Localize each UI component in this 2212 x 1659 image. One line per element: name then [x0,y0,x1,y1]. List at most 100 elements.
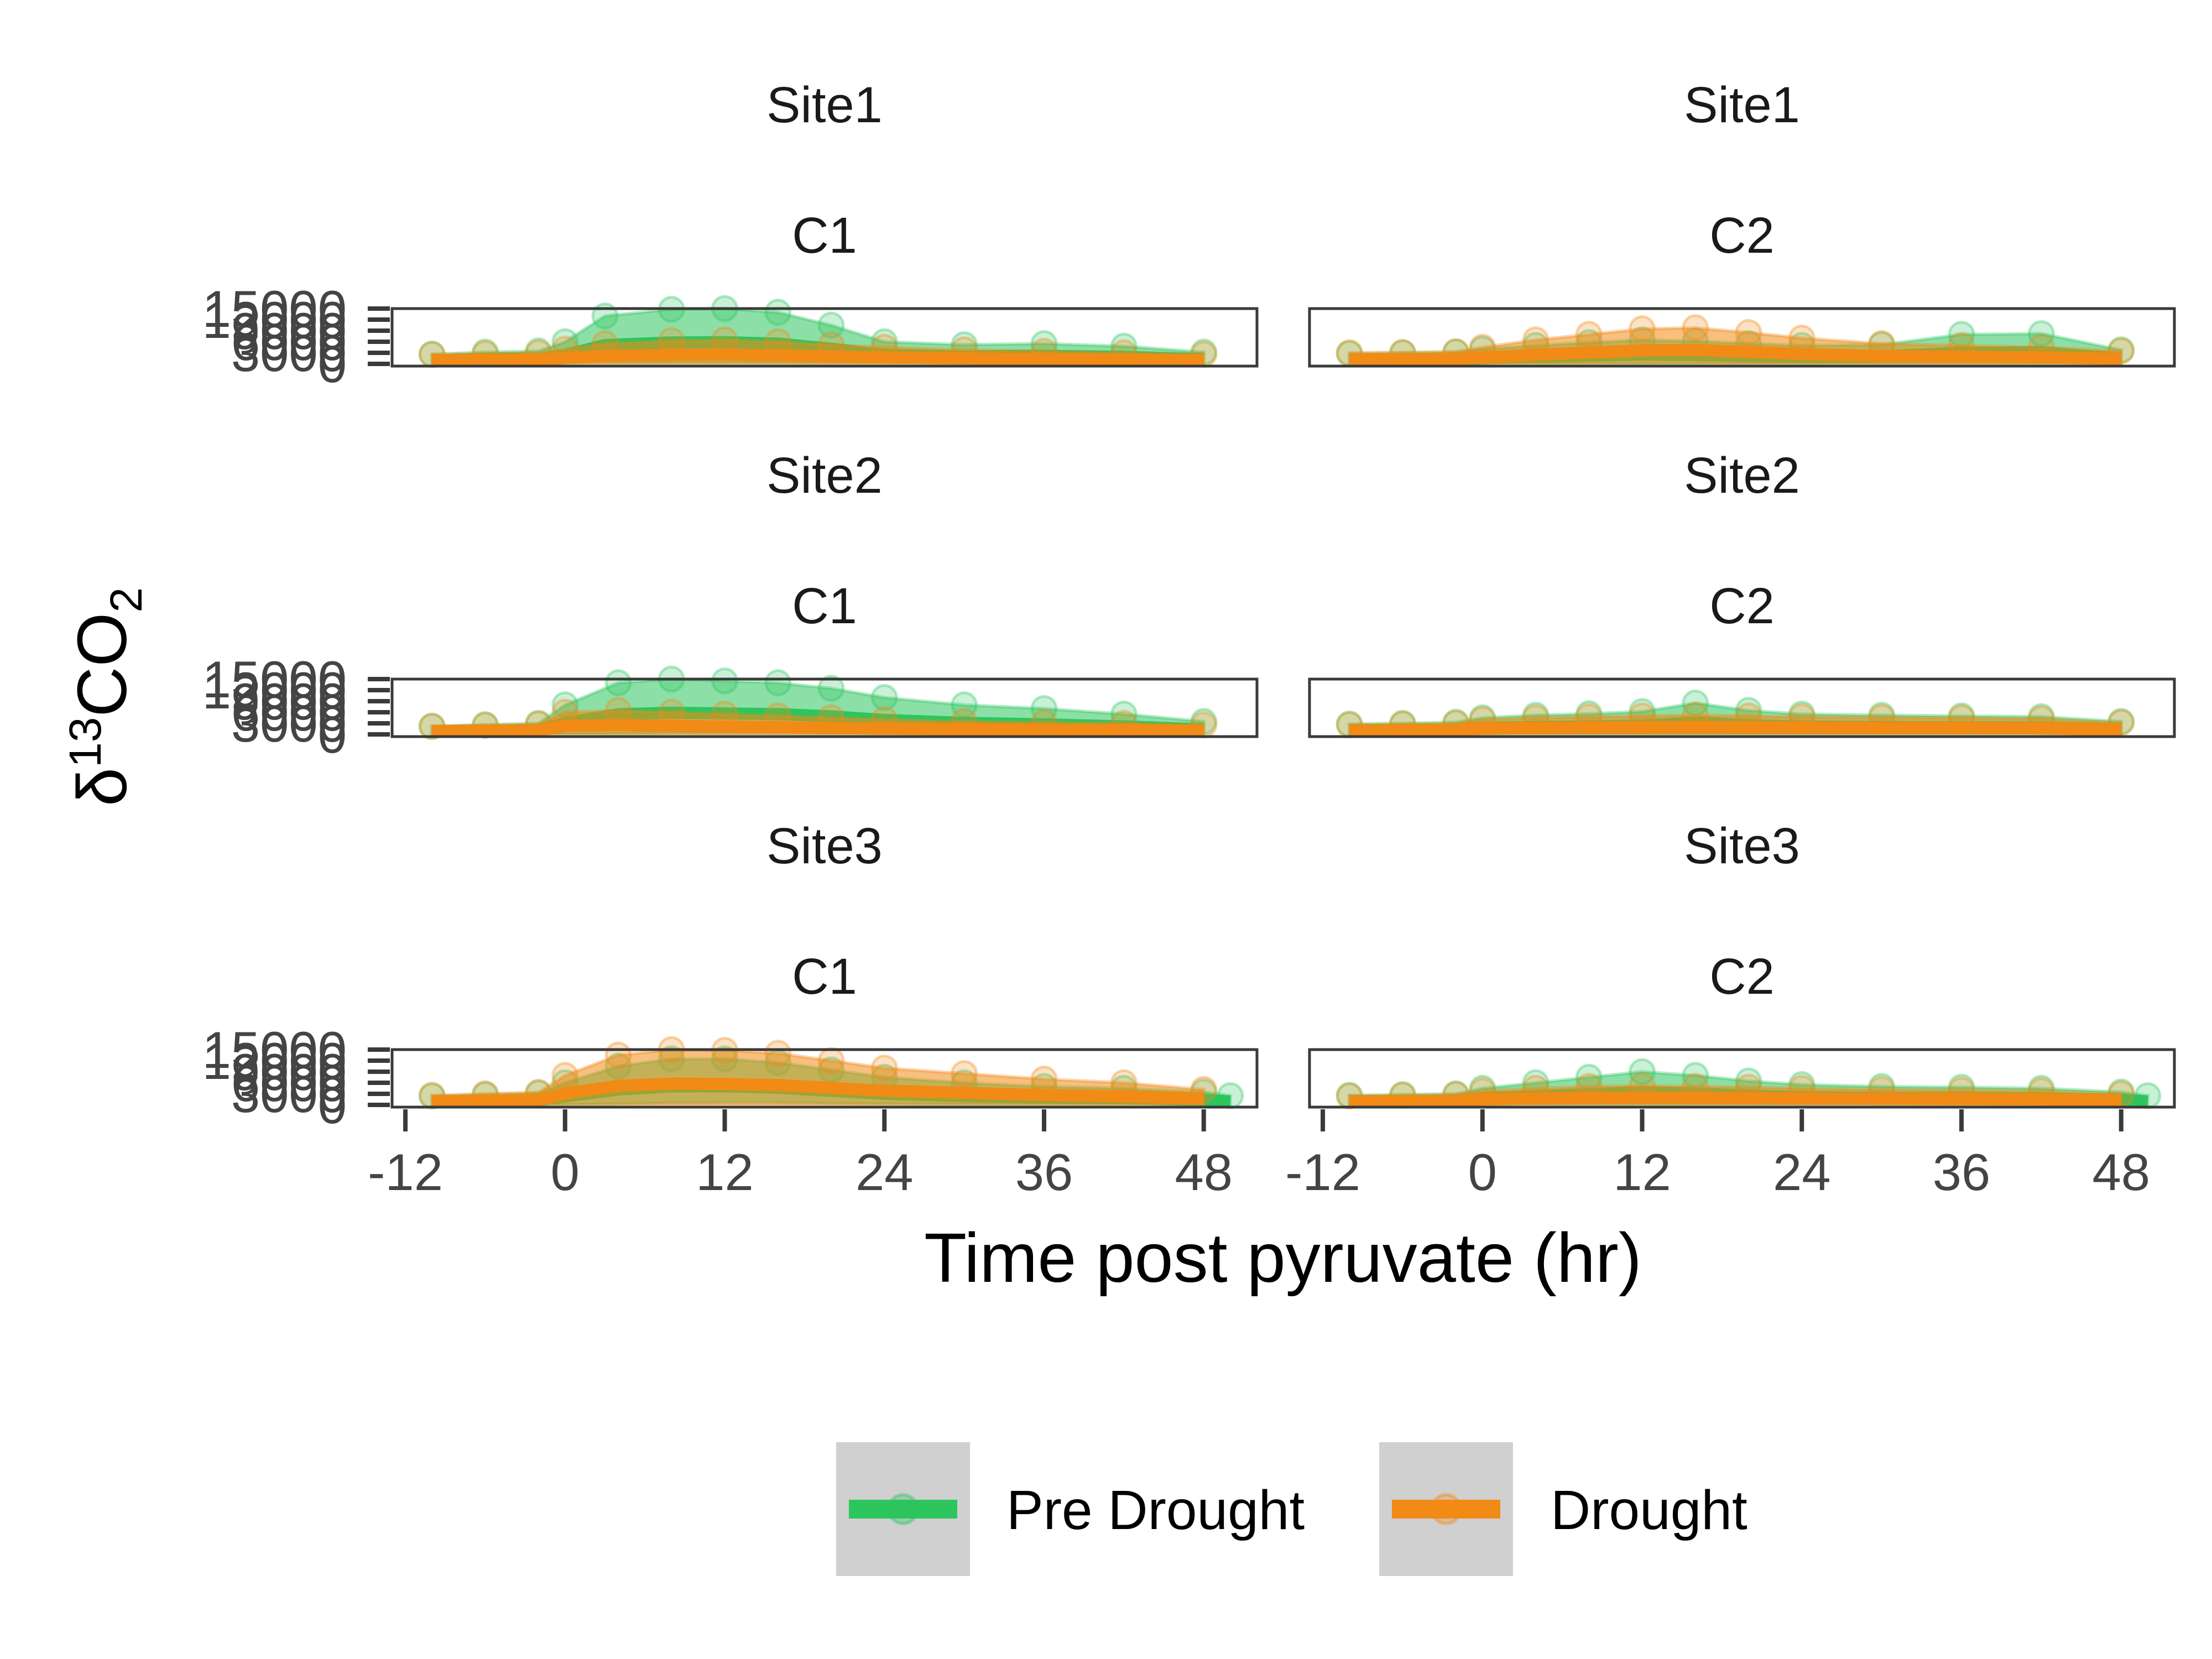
data-point [1575,321,1603,348]
panel-frame [1308,307,2176,368]
strip-label-site: Site2 [1684,447,1800,504]
data-point [2027,320,2055,347]
series-line [432,348,1204,367]
data-point [1629,1058,1656,1086]
x-tick-label: 24 [1773,1143,1831,1201]
data-point [604,669,632,697]
data-point [604,697,632,724]
x-tick-label: -12 [368,1143,443,1201]
legend-point-drought [1430,1493,1462,1525]
y-axis-title-prefix: δ [63,768,141,806]
x-tick-label: 12 [696,1143,754,1201]
series-line [1349,343,2121,366]
data-point [870,684,898,711]
y-tick-label: 9000 [231,302,347,360]
panel-frame [1308,677,2176,738]
data-point [711,667,739,695]
strip-label-site: Site1 [766,77,883,133]
y-tick-label: 12000 [202,291,347,349]
x-tick-label: 36 [1015,1143,1073,1201]
series-drought [1335,1072,2135,1110]
panel-site1-c2: Site1 C2 [1308,77,2176,368]
legend-label-pre-drought: Pre Drought [1006,1479,1305,1541]
strip-label-site: Site1 [1684,77,1800,133]
y-tick-label: 3000 [231,695,347,753]
panel-site2-c2: Site2 C2 [1308,447,2176,739]
series-line [432,1077,1204,1108]
panel-frame [390,677,1259,738]
x-axis-title: Time post pyruvate (hr) [924,1219,1642,1297]
y-axis-title-sup: 13 [60,717,111,768]
y-tick-label: 0 [318,706,347,764]
y-tick-label: 0 [318,1076,347,1134]
legend: Pre Drought Drought [836,1442,1747,1576]
data-point [870,1054,898,1082]
data-point [764,669,792,697]
data-point [764,1040,792,1067]
legend-label-drought: Drought [1551,1479,1747,1541]
data-point [1629,315,1656,343]
y-tick-label: 9000 [231,1043,347,1101]
data-point [1735,319,1762,346]
x-tick-label: 36 [1933,1143,1991,1201]
panel-site3-c2: Site3 C2 -12 0 12 24 36 48 [1285,818,2176,1201]
x-tick-label: 24 [855,1143,914,1201]
y-tick-label: 0 [318,335,347,393]
series-drought [418,326,1218,368]
y-tick-label: 6000 [231,1054,347,1112]
y-tick-label: 6000 [231,313,347,371]
y-tick-label: 15000 [202,280,347,338]
y-tick-label: 9000 [231,672,347,731]
series-drought [418,697,1218,740]
series-drought [418,1036,1218,1109]
series-drought [1335,314,2135,367]
panel-frame [390,307,1259,368]
y-axis-title: δ13CO2 [60,587,152,806]
y-tick-label: 15000 [202,650,347,708]
x-tick-label: 12 [1613,1143,1671,1201]
series-line [1349,1091,2121,1108]
strip-label-chamber: C1 [792,207,857,264]
data-point [1682,314,1709,342]
strip-label-site: Site2 [766,447,883,504]
y-tick-label: 12000 [202,661,347,719]
y-tick-label: 3000 [231,1065,347,1123]
x-tick-label: 48 [1175,1143,1233,1201]
series-line [1349,721,2121,737]
series-line [432,719,1204,738]
y-tick-label: 15000 [202,1021,347,1079]
strip-label-chamber: C1 [792,948,857,1005]
data-point [604,1041,632,1069]
svg-text:δ13CO2: δ13CO2 [60,587,152,806]
x-tick-label: -12 [1285,1143,1360,1201]
data-point [817,1047,845,1074]
strip-label-site: Site3 [766,818,883,874]
x-tick-label: 48 [2092,1143,2150,1201]
data-point [764,299,792,326]
x-tick-label: 0 [1468,1143,1497,1201]
y-axis-title-sub: 2 [101,587,152,613]
data-point [1788,324,1815,352]
data-point [711,326,739,354]
x-tick-label: 0 [551,1143,580,1201]
panel-frame [1308,1048,2176,1109]
strip-label-chamber: C2 [1709,948,1775,1005]
y-axis-title-main: CO [63,613,141,717]
series-drought [1335,701,2135,739]
strip-label-site: Site3 [1684,818,1800,874]
data-point [817,675,845,702]
strip-label-chamber: C2 [1709,207,1775,264]
data-point [951,1060,978,1087]
panels-layer: Site1C103000600090001200015000Site1C2Sit… [202,77,2176,1201]
strip-label-chamber: C1 [792,578,857,634]
strip-label-chamber: C2 [1709,578,1775,634]
data-point [551,1062,579,1089]
y-tick-label: 6000 [231,684,347,742]
y-tick-label: 3000 [231,324,347,382]
data-point [817,311,845,339]
data-point [1030,1065,1058,1093]
